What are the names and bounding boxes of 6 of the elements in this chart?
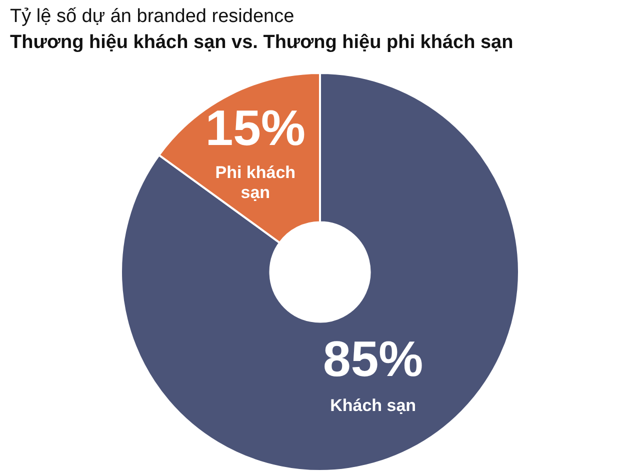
data-label: 15%	[205, 100, 306, 156]
data-label: 85%	[323, 330, 424, 387]
slice-label: Khách sạn	[330, 396, 416, 415]
slice-label: Phi khách sạn	[215, 162, 296, 202]
chart-title: Tỷ lệ số dự án branded residence	[10, 6, 294, 28]
chart-subtitle: Thương hiệu khách sạn vs. Thương hiệu phi khách sạn	[10, 32, 514, 54]
